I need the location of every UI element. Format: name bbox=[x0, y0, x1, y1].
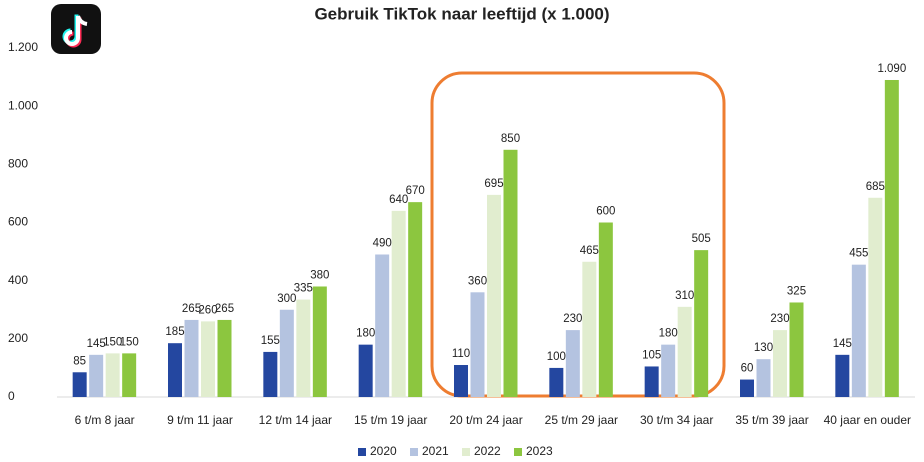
bar bbox=[503, 149, 518, 397]
data-label: 325 bbox=[787, 286, 806, 298]
x-tick-label: 15 t/m 19 jaar bbox=[354, 413, 427, 427]
y-tick-label: 400 bbox=[8, 273, 28, 287]
bar bbox=[168, 343, 182, 397]
bar bbox=[296, 299, 311, 397]
data-label: 145 bbox=[87, 338, 106, 350]
bar bbox=[89, 354, 104, 397]
data-label: 155 bbox=[261, 335, 280, 347]
legend-label: 2022 bbox=[474, 444, 501, 458]
bar bbox=[487, 194, 501, 397]
x-tick-label: 25 t/m 29 jaar bbox=[545, 413, 618, 427]
data-label: 180 bbox=[356, 328, 375, 340]
bar bbox=[454, 365, 468, 397]
data-label: 310 bbox=[675, 290, 694, 302]
data-label: 230 bbox=[563, 313, 582, 325]
x-tick-label: 35 t/m 39 jaar bbox=[735, 413, 808, 427]
bar bbox=[677, 306, 692, 397]
bar bbox=[263, 351, 278, 397]
bar bbox=[122, 353, 137, 397]
legend-label: 2023 bbox=[526, 444, 553, 458]
bar bbox=[184, 319, 199, 397]
bar bbox=[549, 367, 564, 397]
bar bbox=[105, 353, 120, 397]
bar bbox=[470, 292, 485, 397]
data-label: 145 bbox=[833, 338, 852, 350]
chart-title: Gebruik TikTok naar leeftijd (x 1.000) bbox=[314, 4, 609, 23]
bar bbox=[312, 286, 327, 397]
bar bbox=[773, 330, 787, 397]
bar bbox=[358, 344, 373, 397]
bar bbox=[408, 202, 423, 397]
data-label: 505 bbox=[692, 233, 711, 245]
bar bbox=[217, 319, 232, 397]
x-tick-label: 40 jaar en ouder bbox=[824, 413, 911, 427]
data-label: 640 bbox=[389, 194, 408, 206]
x-tick-label: 6 t/m 8 jaar bbox=[75, 413, 135, 427]
data-label: 850 bbox=[501, 133, 520, 145]
x-tick-label: 9 t/m 11 jaar bbox=[167, 413, 233, 427]
legend-label: 2020 bbox=[370, 444, 397, 458]
y-tick-label: 0 bbox=[8, 389, 15, 403]
legend-swatch bbox=[514, 448, 522, 456]
bar bbox=[582, 261, 597, 397]
data-label: 85 bbox=[73, 355, 86, 367]
bar bbox=[598, 222, 613, 397]
bar bbox=[756, 359, 771, 397]
data-label: 100 bbox=[547, 351, 566, 363]
data-label: 230 bbox=[770, 313, 789, 325]
data-label: 490 bbox=[373, 238, 392, 250]
y-tick-label: 1.200 bbox=[8, 40, 38, 54]
data-label: 265 bbox=[215, 303, 234, 315]
bar bbox=[375, 254, 390, 397]
bar bbox=[201, 321, 215, 397]
data-label: 600 bbox=[596, 206, 615, 218]
bar bbox=[644, 366, 659, 397]
data-label: 465 bbox=[580, 245, 599, 257]
data-label: 150 bbox=[103, 336, 122, 348]
x-tick-label: 12 t/m 14 jaar bbox=[259, 413, 332, 427]
data-label: 185 bbox=[165, 326, 184, 338]
y-tick-label: 200 bbox=[8, 331, 28, 345]
bar bbox=[72, 372, 87, 397]
bar bbox=[740, 379, 754, 397]
bar bbox=[694, 250, 709, 397]
data-label: 105 bbox=[642, 349, 661, 361]
data-label: 670 bbox=[406, 185, 425, 197]
data-label: 685 bbox=[866, 181, 885, 193]
data-label: 180 bbox=[659, 328, 678, 340]
bar bbox=[789, 302, 804, 397]
y-tick-label: 800 bbox=[8, 157, 28, 171]
data-label: 260 bbox=[198, 304, 217, 316]
bar bbox=[391, 210, 406, 397]
bar bbox=[835, 354, 850, 397]
bar bbox=[884, 79, 899, 397]
y-tick-label: 1.000 bbox=[8, 98, 38, 112]
data-label: 455 bbox=[849, 248, 868, 260]
legend-swatch bbox=[462, 448, 470, 456]
data-label: 265 bbox=[182, 303, 201, 315]
legend-swatch bbox=[358, 448, 366, 456]
data-label: 380 bbox=[310, 270, 329, 282]
legend-label: 2021 bbox=[422, 444, 449, 458]
bar bbox=[565, 330, 580, 397]
data-label: 130 bbox=[754, 342, 773, 354]
tiktok-logo bbox=[51, 4, 101, 54]
bar bbox=[661, 344, 676, 397]
data-label: 300 bbox=[277, 293, 296, 305]
bar bbox=[868, 197, 883, 397]
data-label: 335 bbox=[294, 283, 313, 295]
x-tick-label: 30 t/m 34 jaar bbox=[640, 413, 713, 427]
data-label: 60 bbox=[741, 363, 754, 375]
data-label: 695 bbox=[484, 178, 503, 190]
y-tick-label: 600 bbox=[8, 215, 28, 229]
legend-swatch bbox=[410, 448, 418, 456]
data-label: 360 bbox=[468, 275, 487, 287]
data-label: 1.090 bbox=[877, 63, 906, 75]
bar bbox=[851, 264, 866, 397]
x-tick-label: 20 t/m 24 jaar bbox=[449, 413, 522, 427]
data-label: 150 bbox=[120, 336, 139, 348]
bar bbox=[279, 309, 294, 397]
data-label: 110 bbox=[452, 348, 470, 360]
